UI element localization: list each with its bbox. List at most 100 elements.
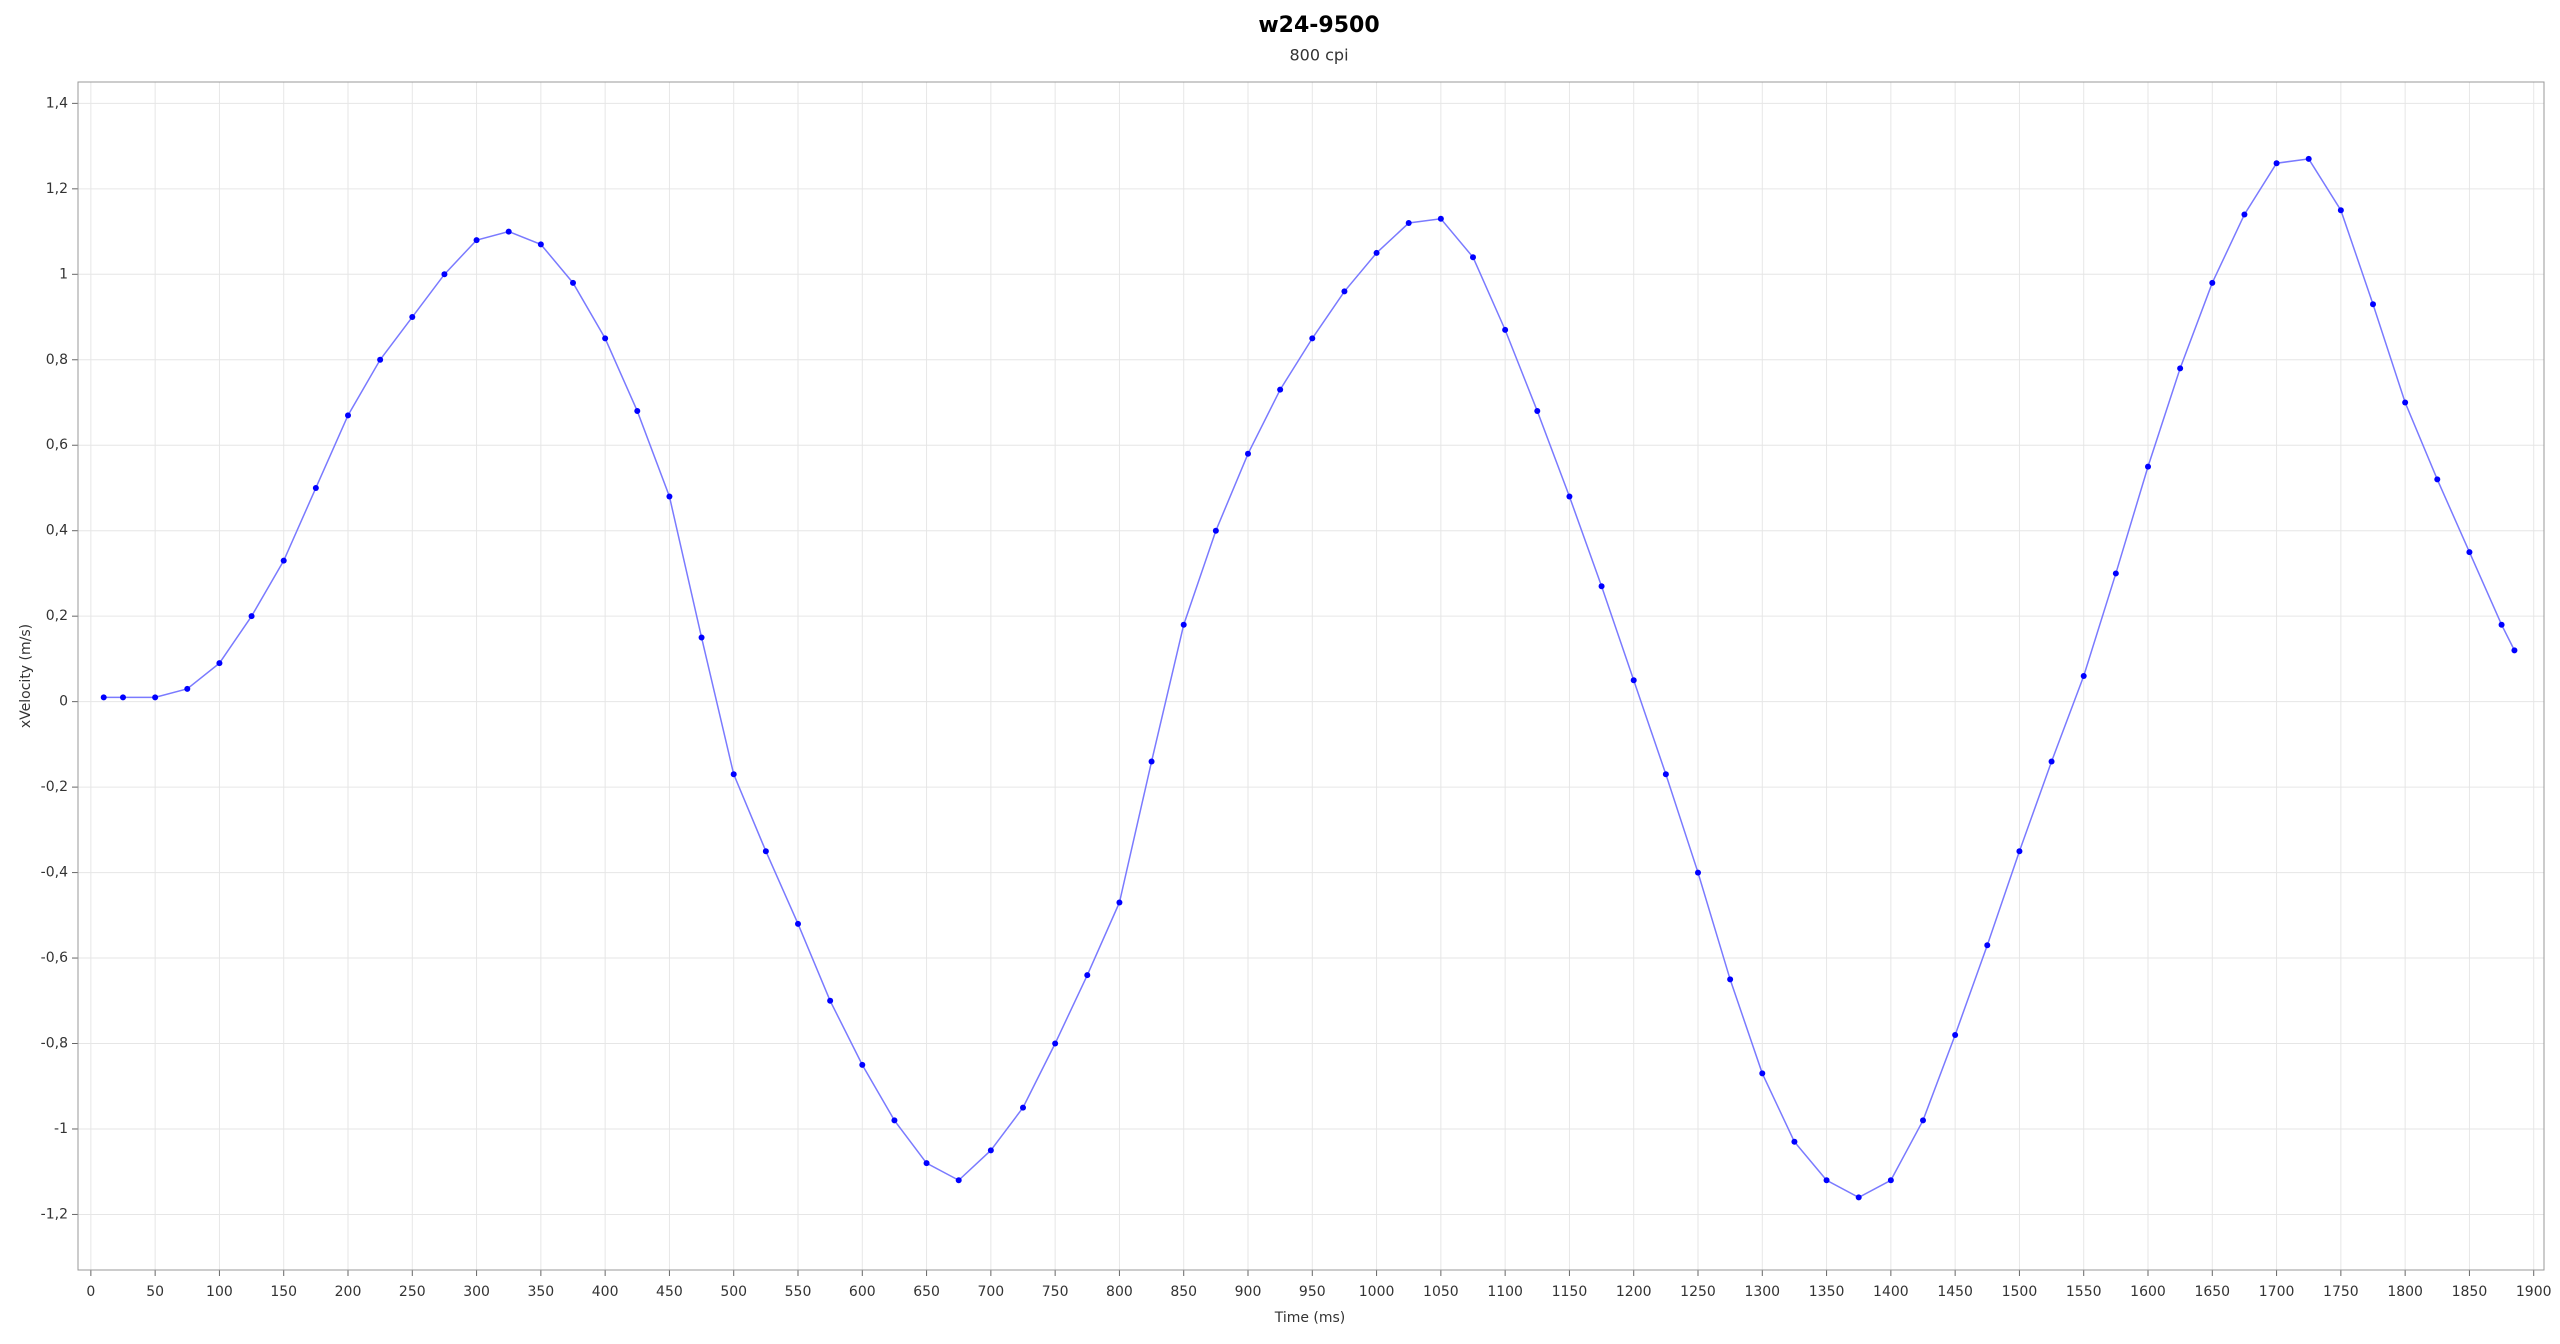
x-tick-label: 50 (146, 1284, 164, 1300)
chart-title: w24-9500 (1258, 13, 1379, 38)
y-tick-label: -1 (54, 1121, 68, 1137)
x-tick-label: 400 (592, 1284, 619, 1300)
x-tick-label: 950 (1299, 1284, 1326, 1300)
y-tick-label: 0,4 (46, 523, 68, 539)
x-axis-label: Time (ms) (1274, 1310, 1346, 1326)
data-point (537, 241, 544, 248)
x-tick-label: 1150 (1552, 1284, 1588, 1300)
data-point (280, 557, 287, 564)
data-point (505, 228, 512, 235)
x-tick-label: 1450 (1937, 1284, 1973, 1300)
data-point (2209, 279, 2216, 286)
x-tick-label: 550 (785, 1284, 812, 1300)
plot-border (77, 81, 2545, 1271)
x-tick-label: 1850 (2452, 1284, 2488, 1300)
x-tick-label: 1650 (2194, 1284, 2230, 1300)
x-tick-label: 1500 (2002, 1284, 2038, 1300)
data-point (1566, 493, 1573, 500)
data-point (859, 1061, 866, 1068)
data-point (1405, 220, 1412, 227)
x-tick-label: 500 (720, 1284, 747, 1300)
data-point (345, 412, 351, 419)
data-point (1855, 1194, 1862, 1201)
x-tick-label: 850 (1170, 1284, 1197, 1300)
data-point (1502, 326, 1509, 333)
x-tick-label: 600 (849, 1284, 876, 1300)
y-axis-label: xVelocity (m/s) (18, 624, 34, 728)
data-point (2370, 301, 2376, 308)
data-point (762, 848, 769, 855)
x-tick-label: 150 (270, 1284, 297, 1300)
data-point (1437, 215, 1444, 222)
x-tick-label: 1250 (1680, 1284, 1716, 1300)
data-point (1148, 758, 1155, 765)
y-tick-label: 0,8 (46, 352, 68, 368)
data-point (1052, 1040, 1059, 1047)
x-tick-label: 1350 (1809, 1284, 1845, 1300)
data-point (1598, 583, 1605, 590)
x-tick-label: 250 (399, 1284, 426, 1300)
data-point (955, 1177, 962, 1184)
x-tick-label: 1100 (1487, 1284, 1523, 1300)
data-point (216, 660, 223, 667)
data-point (1245, 450, 1251, 457)
data-point (2434, 476, 2441, 483)
data-point (2402, 399, 2409, 406)
data-point (100, 694, 107, 701)
data-point (1727, 976, 1734, 983)
data-point (1277, 386, 1284, 393)
y-tick-label: 1,4 (46, 95, 68, 111)
x-tick-label: 1400 (1873, 1284, 1909, 1300)
y-tick-label: 1 (59, 266, 68, 282)
data-point (2466, 549, 2473, 556)
data-point (2016, 848, 2023, 855)
x-tick-label: 1200 (1616, 1284, 1652, 1300)
x-tick-label: 1050 (1423, 1284, 1459, 1300)
data-point (1212, 527, 1219, 534)
x-tick-label: 300 (463, 1284, 490, 1300)
x-tick-label: 1000 (1359, 1284, 1395, 1300)
y-tick-label: -0,6 (41, 950, 68, 966)
data-point (1920, 1117, 1926, 1124)
x-tick-label: 200 (335, 1284, 362, 1300)
chart-subtitle: 800 cpi (1289, 46, 1348, 65)
data-point (987, 1147, 994, 1154)
data-point (120, 694, 126, 701)
data-point (1309, 335, 1316, 342)
data-point (730, 771, 737, 778)
x-tick-label: 1900 (2516, 1284, 2552, 1300)
data-point (1470, 254, 1476, 261)
data-point (1823, 1177, 1830, 1184)
plot-area (77, 81, 2545, 1271)
x-tick-label: 750 (1042, 1284, 1069, 1300)
data-point (1020, 1104, 1026, 1111)
data-point (409, 314, 416, 321)
x-tick-label: 1600 (2130, 1284, 2166, 1300)
data-point (1116, 899, 1123, 906)
x-tick-label: 700 (977, 1284, 1004, 1300)
data-point (2145, 463, 2151, 470)
data-point (1791, 1138, 1798, 1145)
data-point (1630, 677, 1637, 684)
data-point (795, 920, 801, 927)
x-tick-label: 450 (656, 1284, 683, 1300)
data-point (1952, 1031, 1959, 1038)
data-point (2080, 673, 2087, 679)
data-point (473, 237, 480, 244)
data-point (1341, 288, 1348, 295)
y-tick-label: 0,2 (46, 608, 68, 624)
data-point (248, 613, 255, 620)
data-point (2048, 758, 2055, 765)
x-tick-label: 350 (527, 1284, 554, 1300)
data-point (1534, 408, 1541, 415)
y-tick-label: 1,2 (46, 181, 68, 197)
x-tick-label: 100 (206, 1284, 233, 1300)
x-tick-label: 650 (913, 1284, 940, 1300)
data-point (377, 356, 384, 363)
data-point (2511, 647, 2518, 654)
data-point (2241, 211, 2248, 218)
data-point (184, 685, 191, 692)
data-point (923, 1160, 930, 1167)
